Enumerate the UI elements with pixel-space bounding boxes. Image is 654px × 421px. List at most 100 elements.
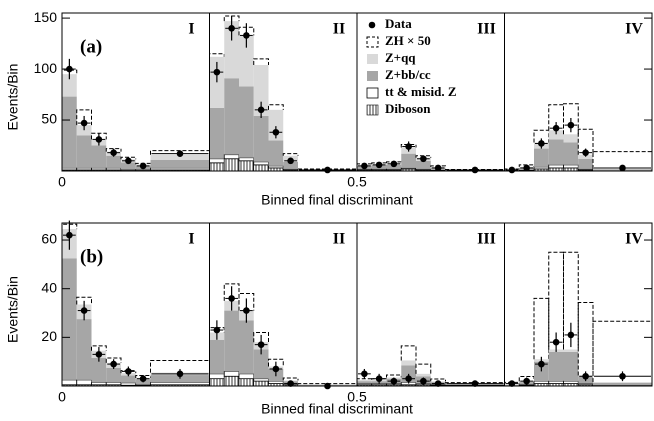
bar-segment [150,167,210,171]
y-tick-label: 50 [41,111,57,127]
bar-segment [371,168,387,171]
data-point [95,351,103,358]
data-point [287,157,294,165]
signal-outline [518,376,535,382]
data-point [434,164,442,172]
data-point [110,149,117,156]
data-point [243,32,250,39]
data-point [66,231,73,239]
bar-segment [223,158,240,172]
signal-outline [386,374,402,378]
y-tick-label: 100 [34,60,58,76]
bar-segment [253,349,269,379]
bar-segment [106,155,121,168]
region-label: II [333,21,345,38]
y-tick-label: 40 [41,279,57,295]
data-point [375,375,383,383]
legend-swatch [366,104,379,116]
bar-segment [91,381,107,386]
signal-outline [76,109,92,126]
signal-outline [400,345,417,361]
data-point [523,377,530,385]
bar-segment [268,165,284,169]
legend-label: Data [385,16,412,31]
signal-outline [282,377,299,381]
bar-segment [563,351,579,382]
data-point [361,370,368,378]
data-point [95,136,103,143]
signal-outline [533,297,550,360]
bar-segment [121,375,136,383]
data-point [80,119,88,127]
bar-segment [577,168,594,171]
data-point [508,380,516,387]
bar-segment [224,78,239,155]
bar-segment [356,383,373,386]
bar-segment [105,167,122,171]
data-point [420,377,427,385]
bar-segment [61,379,78,386]
data-point [243,307,250,314]
region-label: III [477,21,496,38]
bar-segment [416,373,431,377]
data-point [390,160,398,168]
bar-segment [548,380,564,384]
signal-outline [105,148,122,152]
data-point [375,161,383,169]
bar-segment [106,367,121,383]
x-axis-label: Binned final discriminant [261,192,413,208]
bar-segment [62,258,77,380]
bar-segment [563,349,579,352]
panel-label: (b) [80,246,103,267]
legend-swatch [366,87,379,99]
data-point [125,157,132,165]
bar-segment [209,158,225,164]
bar-segment [62,96,77,168]
bar-segment [534,148,549,167]
data-point [405,375,412,383]
data-point [324,166,331,174]
data-point [257,341,265,348]
data-point [619,164,626,172]
bar-segment [105,381,122,386]
data-point [176,370,184,378]
legend-marker [368,21,376,29]
x-axis-label: Binned final discriminant [261,401,413,417]
bar-segment [209,162,225,172]
bar-segment [239,35,254,87]
bar-segment [548,164,564,169]
bar-segment [150,154,210,160]
bar-segment [548,351,564,382]
x-tick-label: 0 [58,389,66,405]
signal-outline [548,251,564,350]
data-point [287,380,294,387]
signal-outline [415,363,432,374]
legend-swatch [366,36,379,48]
x-tick-label: 0.5 [347,174,367,190]
data-point [582,372,589,380]
data-point [471,166,479,174]
signal-outline [268,358,284,367]
bar-segment [268,140,284,166]
x-tick-label: 0.5 [347,389,367,405]
data-point [538,140,545,147]
legend-label: Diboson [385,101,431,116]
data-point [176,150,184,157]
bar-segment [135,169,151,171]
data-point [552,124,560,132]
bar-segment [209,107,225,159]
data-point [552,338,560,346]
y-axis-label: Events/Bin [5,276,21,343]
bar-segment [135,383,151,386]
data-point [272,365,280,373]
bar-segment [593,382,652,386]
data-point [110,360,117,368]
signal-outline [577,128,594,155]
signal-outline [356,378,373,380]
y-tick-label: 60 [41,231,57,247]
bar-segment [223,371,240,377]
bar-segment [209,378,225,387]
bar-segment [371,383,387,386]
bar-segment [282,168,299,171]
data-point [361,162,368,170]
